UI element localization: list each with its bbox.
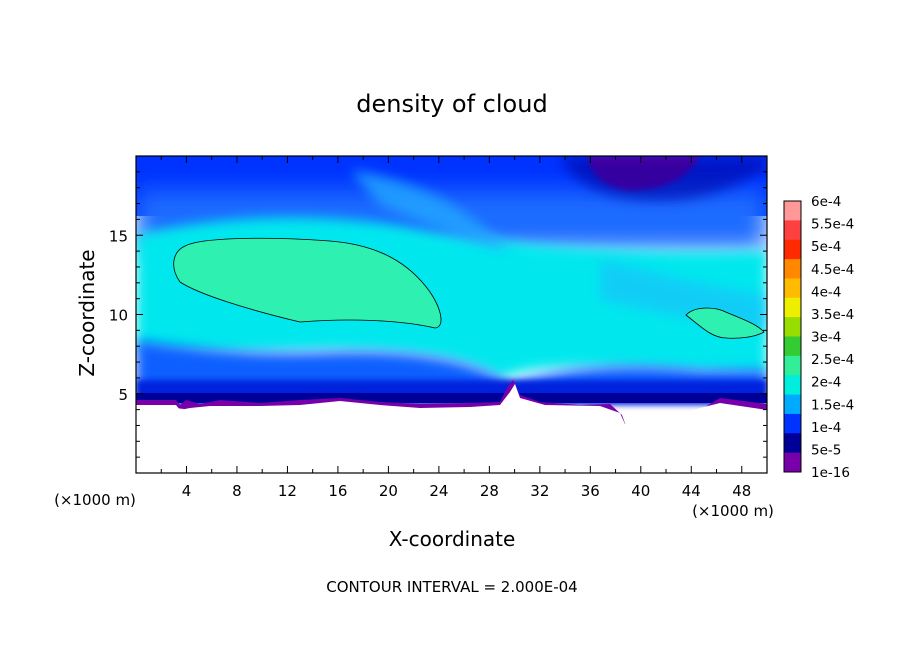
colorbar-swatch <box>784 375 801 396</box>
colorbar-label: 3.5e-4 <box>811 307 854 323</box>
x-tick-label: 40 <box>631 482 650 500</box>
colorbar-label: 4e-4 <box>811 284 841 300</box>
x-tick-label: 24 <box>429 482 448 500</box>
y-tick-label: 15 <box>109 227 128 245</box>
x-tick-label: 36 <box>581 482 600 500</box>
colorbar-label: 6e-4 <box>811 194 841 210</box>
colorbar-swatch <box>784 220 801 241</box>
x-tick-label: 28 <box>480 482 499 500</box>
right-contour-region <box>686 307 764 339</box>
x-tick-label: 48 <box>732 482 751 500</box>
colorbar-label: 5e-4 <box>811 239 841 255</box>
x-axis-label: X-coordinate <box>389 527 516 551</box>
colorbar-swatch <box>784 355 801 376</box>
colorbar-label: 2e-4 <box>811 375 841 391</box>
colorbar-swatch <box>784 278 801 299</box>
x-unit-left: (×1000 m) <box>54 491 136 509</box>
colorbar-label: 5e-5 <box>811 442 841 458</box>
colorbar-swatch <box>784 201 801 221</box>
colorbar-label: 1e-16 <box>811 465 850 481</box>
x-unit-right: (×1000 m) <box>692 502 774 520</box>
colorbar-swatch <box>784 336 801 357</box>
y-tick-label: 5 <box>118 386 128 404</box>
colorbar-label: 1.5e-4 <box>811 397 854 413</box>
x-tick-label: 12 <box>278 482 297 500</box>
x-tick-label: 16 <box>328 482 347 500</box>
main-contour-line <box>173 237 442 329</box>
colorbar-label: 5.5e-4 <box>811 217 854 233</box>
right-contour-line <box>685 307 765 339</box>
x-tick-label: 8 <box>232 482 242 500</box>
y-axis: 5 10 15 <box>109 171 767 458</box>
x-tick-label: 4 <box>182 482 192 500</box>
y-tick-label: 10 <box>109 307 128 325</box>
y-axis-label: Z-coordinate <box>75 249 99 376</box>
colorbar-swatch <box>784 433 801 454</box>
colorbar-label: 3e-4 <box>811 330 841 346</box>
heatmap-field <box>136 156 767 473</box>
colorbar-swatch <box>784 297 801 318</box>
colorbar-label: 1e-4 <box>811 420 841 436</box>
x-tick-label: 32 <box>530 482 549 500</box>
colorbar-label: 2.5e-4 <box>811 352 854 368</box>
chart-title: density of cloud <box>356 90 547 118</box>
colorbar-swatch <box>784 259 801 279</box>
x-tick-label: 20 <box>379 482 398 500</box>
main-contour-region <box>173 238 442 328</box>
colorbar-swatch <box>784 317 801 337</box>
colorbar-frame <box>783 200 802 473</box>
contour-interval-note: CONTOUR INTERVAL = 2.000E-04 <box>326 578 577 596</box>
colorbar: 6e-4 5.5e-4 5e-4 4.5e-4 4e-4 3.5e-4 3e-4 2.5e-4… <box>783 194 854 481</box>
x-axis: 4 8 12 16 20 24 28 32 36 40 44 48 <box>160 156 751 500</box>
colorbar-swatch <box>784 413 801 434</box>
colorbar-swatch <box>784 239 801 260</box>
colorbar-swatch <box>784 452 801 473</box>
colorbar-label: 4.5e-4 <box>811 262 854 278</box>
x-tick-label: 44 <box>682 482 701 500</box>
colorbar-swatch <box>784 394 801 415</box>
